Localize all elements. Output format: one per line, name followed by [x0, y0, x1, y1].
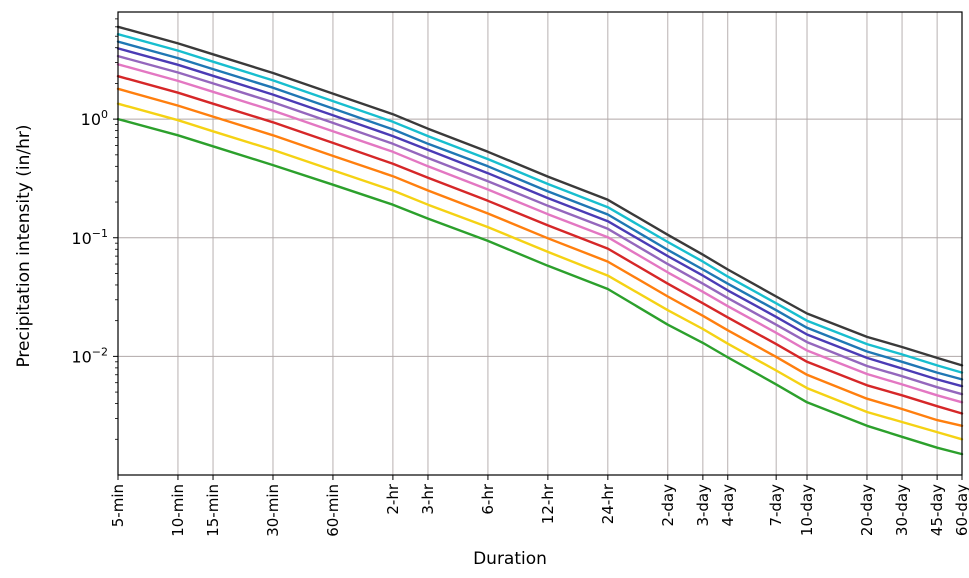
- x-tick-label: 30-min: [264, 484, 282, 537]
- x-tick-label: 10-day: [798, 484, 816, 536]
- series-line: [116, 102, 964, 441]
- plot-area-frame: [117, 11, 963, 476]
- y-tick-label: 10−1: [71, 227, 108, 248]
- series-line: [116, 25, 964, 367]
- x-tick-label: 30-day: [893, 484, 911, 536]
- series-line: [116, 40, 964, 381]
- x-tick-label: 15-min: [204, 484, 222, 537]
- series-line: [116, 47, 964, 388]
- x-tick-label: 5-min: [109, 484, 127, 527]
- x-tick-label: 2-day: [659, 484, 677, 527]
- x-tick-label: 10-min: [169, 484, 187, 537]
- x-tick-label: 2-hr: [384, 483, 402, 514]
- series-line: [116, 54, 964, 396]
- x-tick-label: 12-hr: [539, 483, 557, 524]
- y-tick-label: 100: [81, 108, 108, 129]
- series-line: [116, 75, 964, 415]
- x-tick-label: 7-day: [767, 484, 785, 527]
- x-tick-label: 4-day: [719, 484, 737, 527]
- series-line: [116, 117, 964, 456]
- x-tick-label: 45-day: [928, 484, 946, 536]
- series-line: [116, 33, 964, 374]
- x-tick-label: 24-hr: [599, 483, 617, 524]
- x-tick-label: 20-day: [858, 484, 876, 536]
- x-tick-label: 60-day: [953, 484, 969, 536]
- series-line: [116, 87, 964, 427]
- series-line: [116, 63, 964, 404]
- x-axis-label: Duration: [473, 549, 547, 569]
- x-tick-label: 60-min: [324, 484, 342, 537]
- x-tick-label: 3-hr: [419, 483, 437, 514]
- y-tick-label: 10−2: [71, 345, 108, 366]
- x-tick-label: 3-day: [694, 484, 712, 527]
- x-tick-label: 6-hr: [479, 483, 497, 514]
- y-axis-label: Precipitation intensity (in/hr): [14, 124, 34, 367]
